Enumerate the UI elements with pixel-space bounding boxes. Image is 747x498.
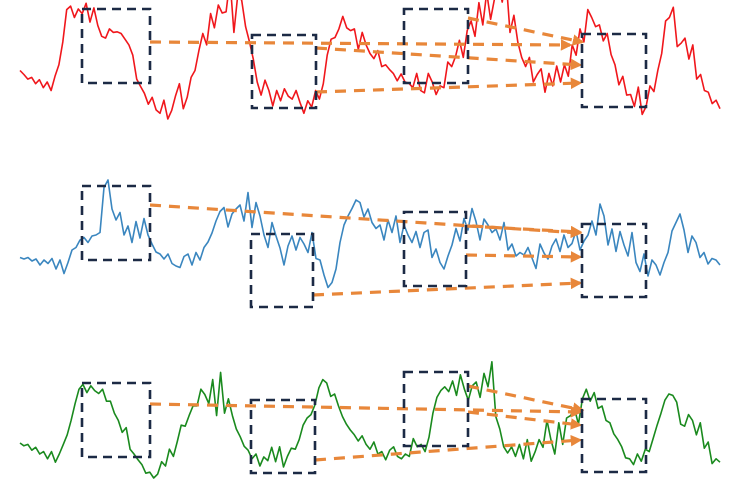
target-segment-box — [580, 222, 648, 299]
match-arrow — [467, 384, 585, 414]
source-segment-box — [249, 232, 315, 309]
match-arrow — [465, 251, 583, 263]
match-arrows — [149, 16, 585, 462]
match-arrow — [314, 434, 583, 462]
match-arrow — [465, 224, 583, 238]
match-arrow — [467, 16, 585, 46]
blue-series-line — [19, 179, 721, 289]
source-segment-box — [402, 210, 468, 288]
green-series-line — [19, 360, 721, 479]
source-segment-box — [80, 381, 152, 459]
segment-boxes — [80, 7, 648, 475]
match-arrow — [149, 402, 583, 418]
match-arrow — [312, 277, 583, 297]
red-series-line — [19, 0, 721, 120]
source-segment-box — [402, 7, 470, 85]
source-segment-box — [80, 184, 152, 262]
match-arrow — [149, 203, 583, 239]
match-arrow — [149, 39, 573, 51]
match-arrow — [315, 46, 583, 71]
source-segment-box — [402, 370, 470, 448]
source-segment-box — [250, 33, 318, 110]
match-arrow — [467, 410, 583, 430]
target-segment-box — [580, 32, 648, 109]
match-arrow — [315, 77, 583, 94]
source-segment-box — [249, 398, 317, 475]
target-segment-box — [580, 397, 648, 474]
source-segment-box — [80, 7, 152, 85]
series-lines — [19, 0, 721, 479]
